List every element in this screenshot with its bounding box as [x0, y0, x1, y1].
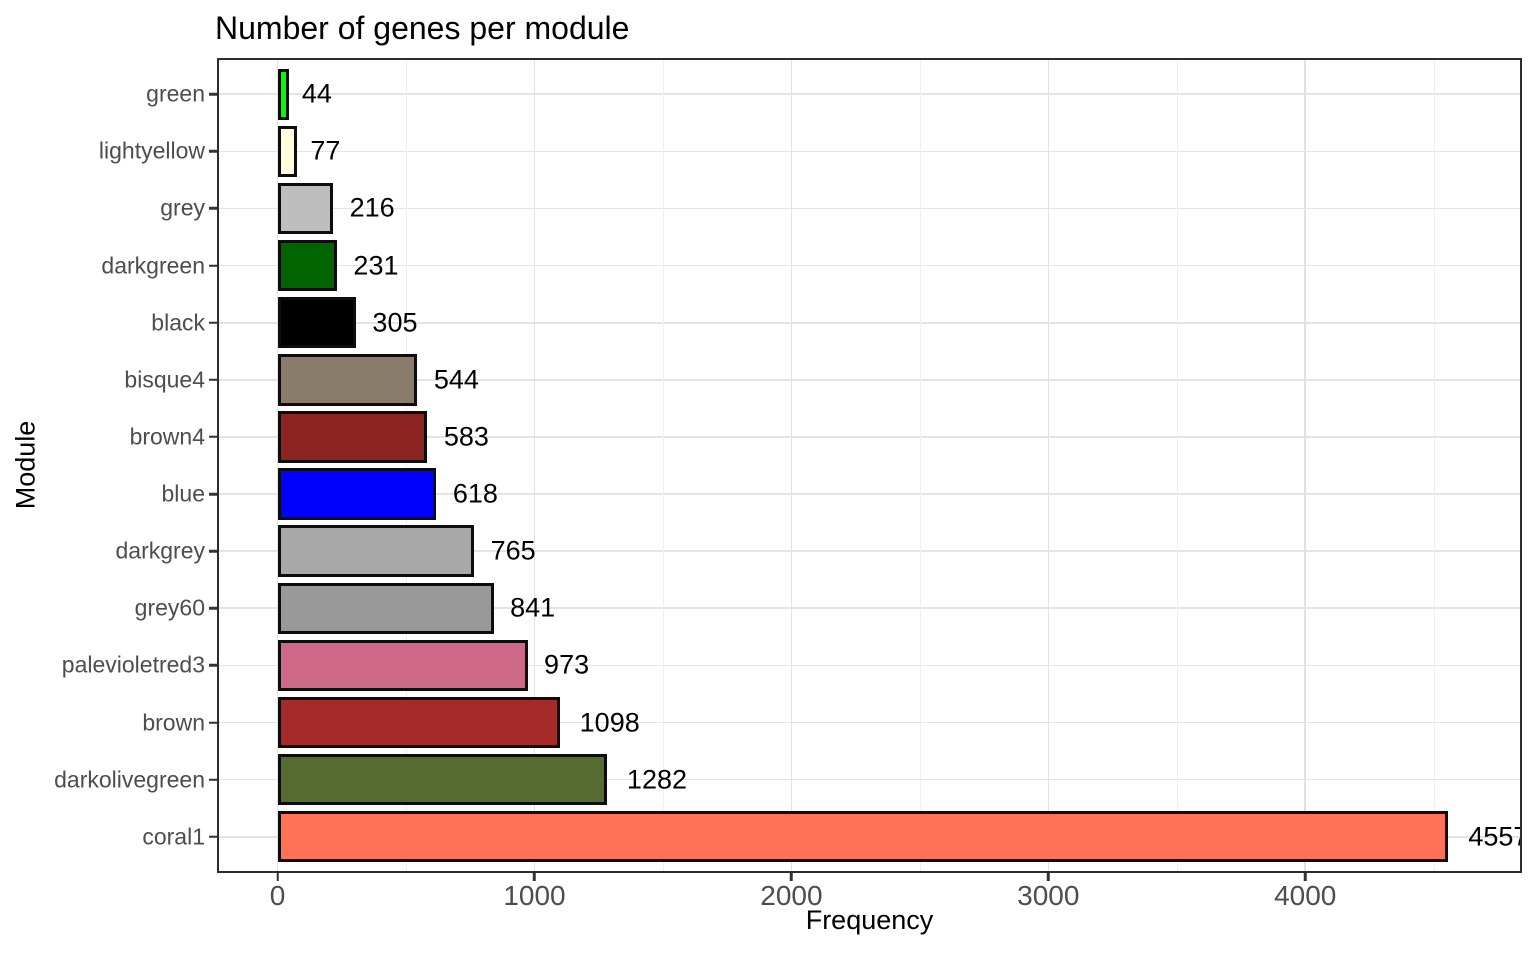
- bar-blue: [277, 468, 437, 520]
- y-tick-mark: [209, 264, 217, 267]
- y-tick-label-darkgreen: darkgreen: [101, 252, 205, 279]
- bar-value-label: 231: [353, 250, 399, 281]
- gridline-horizontal: [219, 550, 1520, 552]
- y-tick-label-grey: grey: [160, 194, 205, 221]
- bar-value-label: 618: [452, 478, 498, 509]
- y-tick-mark: [209, 778, 217, 781]
- x-tick-mark: [1047, 873, 1050, 881]
- y-tick-label-green: green: [146, 80, 205, 107]
- y-tick-label-darkgrey: darkgrey: [115, 537, 205, 564]
- gridline-major: [1047, 60, 1050, 871]
- y-tick-label-bisque4: bisque4: [124, 366, 205, 393]
- gridline-major: [790, 60, 793, 871]
- bar-darkolivegreen: [277, 753, 607, 806]
- bar-value-label: 765: [490, 535, 536, 566]
- y-tick-mark: [209, 721, 217, 724]
- bar-value-label: 973: [544, 649, 590, 680]
- gridline-horizontal: [219, 207, 1520, 210]
- bar-value-label: 1282: [626, 764, 687, 795]
- bar-palevioletred3: [277, 639, 528, 692]
- x-tick-mark: [533, 873, 536, 881]
- x-tick-mark: [276, 873, 279, 881]
- bar-coral1: [277, 811, 1449, 863]
- gridline-minor: [1176, 60, 1178, 871]
- gridline-major: [276, 60, 279, 871]
- gridline-horizontal: [219, 379, 1520, 381]
- bar-green: [277, 68, 289, 120]
- bar-darkgrey: [277, 525, 475, 577]
- gridline-minor: [1433, 60, 1435, 871]
- bar-grey: [277, 182, 334, 235]
- gridline-major: [1304, 60, 1307, 871]
- gridline-horizontal: [219, 664, 1520, 667]
- x-tick-mark: [1303, 873, 1307, 881]
- x-tick-label: 1000: [503, 880, 566, 911]
- y-tick-mark: [209, 435, 217, 439]
- y-tick-label-lightyellow: lightyellow: [98, 137, 205, 164]
- y-tick-mark: [209, 207, 217, 210]
- gridline-minor: [919, 60, 921, 871]
- x-axis-title: Frequency: [805, 905, 934, 935]
- gridline-horizontal: [219, 150, 1520, 153]
- bar-value-label: 77: [310, 135, 341, 166]
- gridline-major: [533, 60, 536, 871]
- bar-value-label: 44: [301, 78, 332, 109]
- y-tick-mark: [209, 378, 217, 382]
- x-tick-mark: [790, 873, 793, 881]
- y-tick-mark: [209, 835, 217, 838]
- y-tick-label-palevioletred3: palevioletred3: [61, 651, 205, 678]
- y-tick-mark: [209, 664, 217, 667]
- chart-title: Number of genes per module: [215, 10, 630, 46]
- gridline-horizontal: [219, 436, 1520, 438]
- y-tick-label-brown: brown: [142, 709, 205, 735]
- y-tick-label-grey60: grey60: [134, 594, 205, 621]
- bar-grey60: [277, 582, 494, 634]
- gridline-horizontal: [219, 721, 1520, 724]
- gridline-minor: [662, 60, 664, 871]
- y-tick-mark: [209, 492, 217, 496]
- y-tick-mark: [209, 93, 217, 96]
- bar-value-label: 216: [349, 192, 395, 223]
- bar-value-label: 1098: [579, 707, 640, 737]
- bar-darkgreen: [277, 239, 337, 292]
- x-tick-label: 2000: [760, 880, 823, 911]
- bar-value-label: 4557: [1468, 821, 1520, 852]
- x-tick-label: 3000: [1017, 880, 1080, 911]
- y-tick-label-coral1: coral1: [142, 823, 205, 850]
- y-tick-label-brown4: brown4: [129, 423, 205, 450]
- bar-value-label: 583: [443, 421, 489, 452]
- x-tick-label: 0: [269, 880, 286, 911]
- bar-lightyellow: [277, 125, 298, 178]
- gridline-horizontal: [219, 264, 1520, 267]
- y-tick-mark: [209, 321, 217, 324]
- gridline-horizontal: [219, 607, 1520, 610]
- y-tick-mark: [209, 607, 217, 610]
- gridline-horizontal: [219, 93, 1520, 96]
- y-tick-mark: [209, 549, 217, 553]
- bar-brown4: [277, 411, 428, 463]
- plot-panel: 44 77 216 231 305 544 583 618 765 841 973 1098 1282 4…: [217, 58, 1522, 873]
- bar-value-label: 305: [372, 307, 418, 338]
- bar-brown: [277, 696, 560, 749]
- gridline-horizontal: [219, 493, 1520, 495]
- bar-value-label: 544: [433, 364, 479, 395]
- y-tick-mark: [209, 150, 217, 153]
- bar-bisque4: [277, 354, 418, 406]
- gridline-horizontal: [219, 778, 1520, 781]
- x-tick-label: 4000: [1274, 880, 1337, 911]
- gridline-horizontal: [219, 321, 1520, 324]
- bar-value-label: 841: [510, 592, 556, 623]
- y-tick-label-darkolivegreen: darkolivegreen: [54, 766, 205, 793]
- y-tick-label-blue: blue: [161, 480, 205, 507]
- y-tick-label-black: black: [151, 309, 205, 336]
- bar-black: [277, 297, 356, 349]
- gridline-minor: [406, 60, 408, 871]
